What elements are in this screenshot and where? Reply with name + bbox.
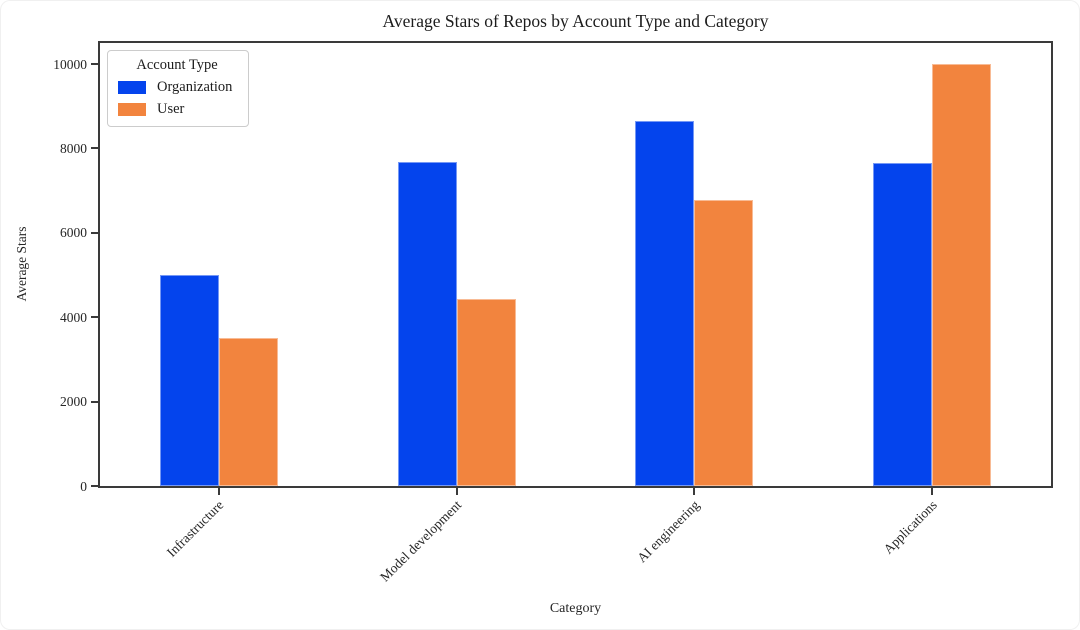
y-tick-mark <box>91 147 98 150</box>
bar-organization-model-development <box>397 161 457 486</box>
legend-item-user: User <box>118 101 236 118</box>
bar-organization-ai-engineering <box>635 120 695 486</box>
bar-user-ai-engineering <box>694 199 754 486</box>
x-axis-label: Category <box>549 601 602 616</box>
x-tick-label-applications: Applications <box>880 497 941 557</box>
legend-label: User <box>157 101 185 117</box>
y-tick-label: 2000 <box>60 394 87 410</box>
legend-items: Organization User <box>118 79 236 118</box>
chart-title: Average Stars of Repos by Account Type a… <box>382 11 769 31</box>
y-tick-mark <box>91 485 98 487</box>
y-axis-label: Average Stars <box>14 226 29 302</box>
x-tick-mark <box>217 488 220 495</box>
y-tick-mark <box>91 231 98 234</box>
x-tick-label-model-development: Model development <box>377 497 465 585</box>
legend-title: Account Type <box>136 57 218 73</box>
y-tick-mark <box>91 400 98 403</box>
x-tick-label-ai-engineering: AI engineering <box>634 497 703 566</box>
bar-organization-applications <box>873 163 933 486</box>
legend-swatch-organization <box>118 81 146 94</box>
y-tick-label: 0 <box>80 478 87 494</box>
x-tick-label-infrastructure: Infrastructure <box>164 497 227 560</box>
y-tick-mark <box>91 316 98 319</box>
legend: Account Type Organization User <box>107 50 249 127</box>
legend-label: Organization <box>157 79 233 95</box>
legend-swatch-user <box>118 103 146 116</box>
y-tick-label: 8000 <box>60 140 87 156</box>
bar-user-infrastructure <box>218 338 278 486</box>
y-tick-label: 10000 <box>53 56 87 72</box>
bar-organization-infrastructure <box>159 275 219 486</box>
legend-item-organization: Organization <box>118 79 236 96</box>
plot-area: Account Type Organization User 0 2000 4000 6… <box>53 41 1053 585</box>
y-tick-label: 6000 <box>60 225 87 241</box>
y-tick-mark <box>91 63 98 66</box>
bar-user-applications <box>932 64 992 486</box>
x-tick-mark <box>693 488 696 495</box>
x-tick-mark <box>455 488 458 495</box>
x-tick-mark <box>931 488 934 495</box>
y-tick-label: 4000 <box>60 309 87 325</box>
bar-user-model-development <box>456 298 516 486</box>
